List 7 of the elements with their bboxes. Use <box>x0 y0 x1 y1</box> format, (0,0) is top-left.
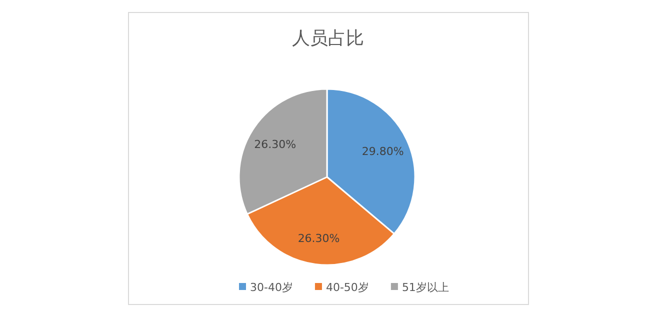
legend-label: 51岁以上 <box>402 281 449 294</box>
legend-label: 30-40岁 <box>250 281 293 294</box>
data-label: 26.30% <box>298 232 340 246</box>
data-label: 26.30% <box>254 138 296 151</box>
data-label: 29.80% <box>362 145 404 158</box>
legend-label: 40-50岁 <box>326 281 369 294</box>
chart-title: 人员占比 <box>292 28 364 49</box>
